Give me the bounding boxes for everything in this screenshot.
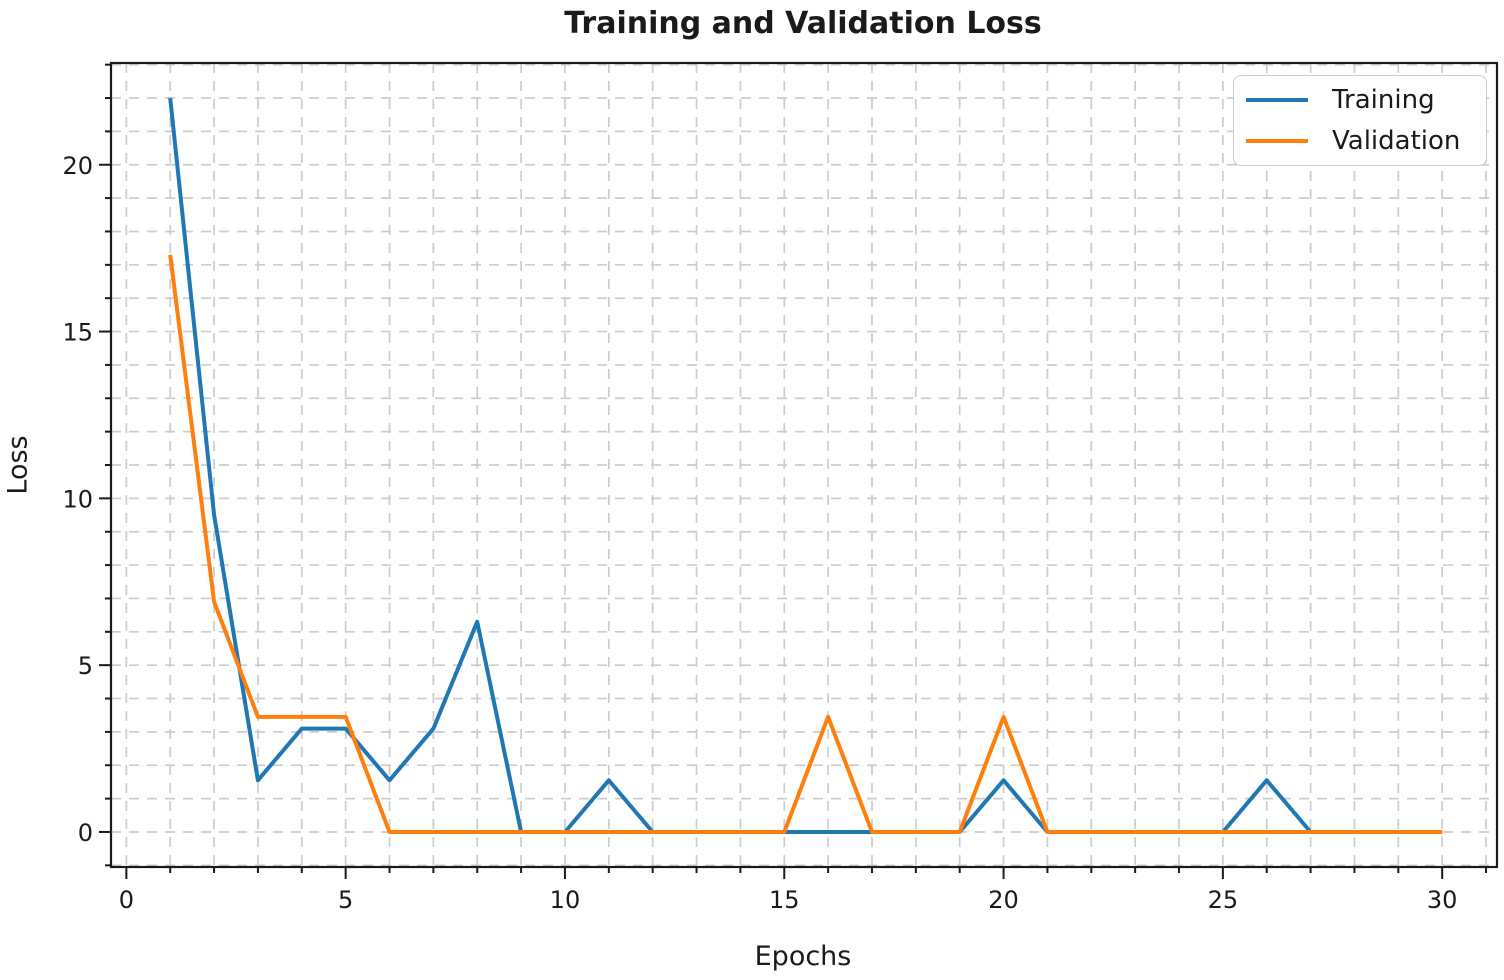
- y-tick-label: 0: [78, 819, 93, 847]
- tick-labels: 0 5 10 15 20 25 30 0 5 10 15 20: [62, 152, 1457, 914]
- validation-line: [168, 254, 1443, 834]
- chart-title: Training and Validation Loss: [564, 6, 1042, 41]
- grid: [111, 63, 1497, 867]
- y-tick-label: 20: [62, 152, 93, 180]
- x-tick-label: 20: [988, 886, 1019, 914]
- x-tick-label: 30: [1427, 886, 1458, 914]
- training-line: [168, 97, 1443, 834]
- x-tick-label: 15: [769, 886, 800, 914]
- legend-item-training: Training: [1246, 87, 1486, 113]
- legend-label-training: Training: [1332, 85, 1435, 115]
- y-tick-label: 10: [62, 485, 93, 513]
- training-line-swatch: [1246, 98, 1308, 102]
- y-axis-label: Loss: [2, 435, 34, 495]
- x-tick-label: 25: [1208, 886, 1239, 914]
- x-tick-label: 10: [550, 886, 581, 914]
- x-tick-label: 5: [338, 886, 353, 914]
- x-tick-label: 0: [119, 886, 134, 914]
- legend-label-validation: Validation: [1332, 126, 1461, 156]
- axis-ticks: [99, 63, 1488, 879]
- y-tick-label: 15: [62, 319, 93, 347]
- x-axis-label: Epochs: [754, 941, 852, 972]
- legend: Training Validation: [1233, 75, 1487, 166]
- legend-item-validation: Validation: [1246, 128, 1486, 154]
- validation-line-swatch: [1246, 139, 1308, 143]
- y-tick-label: 5: [78, 652, 93, 680]
